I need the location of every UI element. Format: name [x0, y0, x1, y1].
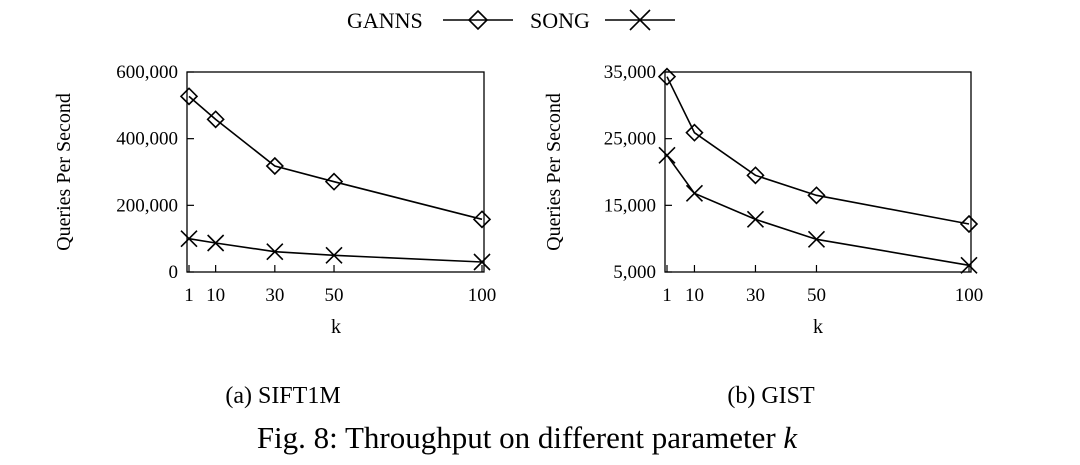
y-tick-label: 5,000 — [613, 262, 656, 283]
series-line-song — [666, 154, 970, 267]
data-point-ganns — [206, 110, 225, 129]
x-tick-label: 50 — [325, 285, 344, 306]
data-point-song — [746, 210, 765, 228]
plot-frame — [186, 71, 485, 273]
data-point-ganns — [746, 166, 765, 185]
x-axis-label: k — [331, 316, 341, 338]
chart-sift1m: 0 200,000 400,000 600,000 1 10 30 50 100 Querie… — [53, 62, 496, 409]
plot-frame — [664, 71, 972, 273]
caption-variable: k — [783, 420, 798, 455]
series-line-ganns — [666, 76, 970, 225]
chart-gist: 5,000 15,000 25,000 35,000 1 10 30 50 100 Queri… — [543, 62, 983, 409]
series-line-song — [188, 237, 483, 263]
legend-cross-marker — [629, 9, 651, 31]
x-tick-label: 10 — [206, 285, 225, 306]
y-axis-label: Queries Per Second — [53, 93, 75, 251]
x-tick-label: 1 — [662, 285, 672, 306]
data-point-ganns — [324, 172, 344, 191]
y-tick-label: 25,000 — [604, 129, 656, 150]
y-axis-label: Queries Per Second — [543, 93, 565, 251]
x-tick-label: 100 — [468, 285, 497, 306]
y-tick-label: 200,000 — [116, 195, 178, 216]
subcaption-b: (b) GIST — [727, 383, 815, 409]
data-point-song — [685, 184, 704, 202]
data-point-song — [960, 256, 978, 274]
data-point-song — [473, 253, 491, 271]
subcaption-a: (a) SIFT1M — [225, 383, 340, 409]
data-point-song — [658, 146, 676, 164]
x-axis-label: k — [813, 316, 823, 338]
data-point-ganns — [685, 123, 704, 142]
x-tick-label: 1 — [184, 285, 194, 306]
y-tick-label: 15,000 — [604, 195, 656, 216]
data-point-ganns — [657, 67, 677, 86]
figure-caption: Fig. 8: Throughput on different paramete… — [257, 420, 799, 455]
data-point-ganns — [959, 214, 979, 234]
legend-label-ganns: GANNS — [347, 8, 423, 33]
data-point-ganns — [179, 87, 199, 106]
y-tick-label: 600,000 — [116, 62, 178, 83]
data-point-song — [325, 246, 343, 264]
x-tick-label: 50 — [807, 285, 826, 306]
x-tick-label: 30 — [746, 285, 765, 306]
data-point-song — [180, 230, 198, 248]
legend: GANNS SONG — [347, 8, 675, 33]
series-line-ganns — [188, 95, 483, 221]
data-point-ganns — [472, 210, 492, 229]
legend-label-song: SONG — [530, 8, 590, 33]
legend-diamond-marker — [467, 9, 489, 31]
caption-text: Fig. 8: Throughput on different paramete… — [257, 420, 784, 455]
data-point-song — [207, 234, 225, 252]
y-tick-label: 0 — [169, 262, 179, 283]
data-point-ganns — [807, 186, 826, 205]
x-tick-label: 30 — [265, 285, 284, 306]
x-tick-label: 10 — [685, 285, 704, 306]
data-point-ganns — [265, 156, 284, 176]
y-tick-label: 400,000 — [116, 129, 178, 150]
data-point-song — [807, 230, 826, 248]
y-tick-label: 35,000 — [604, 62, 656, 83]
x-tick-label: 100 — [955, 285, 984, 306]
data-point-song — [266, 243, 284, 261]
